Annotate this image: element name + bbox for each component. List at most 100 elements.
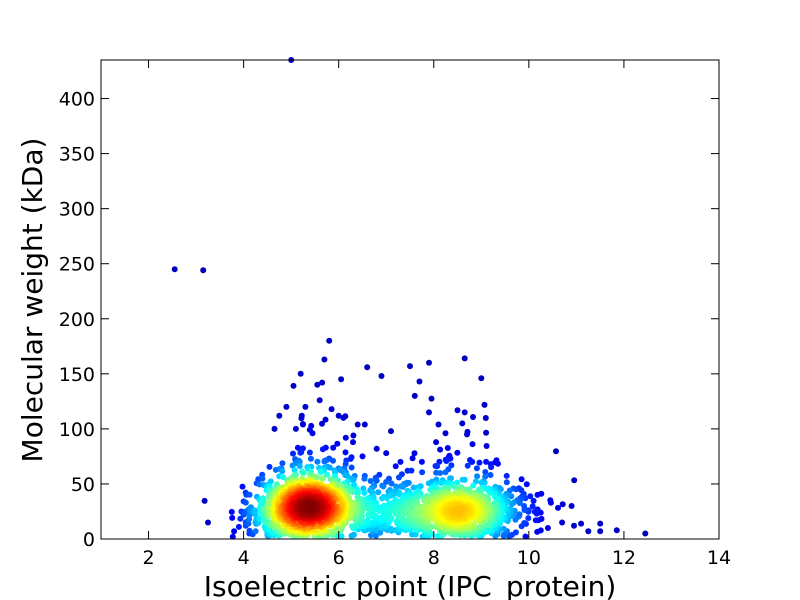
data-point — [317, 469, 324, 475]
data-point — [597, 528, 604, 535]
data-point — [530, 497, 537, 504]
data-point — [397, 458, 404, 465]
data-point — [544, 525, 551, 531]
y-tick-label: 400 — [59, 89, 95, 111]
data-point — [433, 439, 440, 446]
data-point — [319, 379, 326, 386]
data-point — [387, 525, 394, 532]
data-point — [291, 467, 298, 474]
data-point — [350, 439, 356, 446]
plot-frame — [100, 59, 720, 540]
data-point — [235, 523, 242, 530]
data-point — [559, 501, 566, 508]
data-point — [459, 476, 466, 483]
data-point — [518, 476, 525, 483]
data-point — [231, 528, 238, 535]
data-point — [483, 429, 490, 436]
data-point — [318, 475, 325, 482]
data-point — [527, 493, 534, 500]
data-point — [229, 533, 236, 540]
data-point — [470, 414, 476, 420]
data-point — [571, 477, 578, 484]
x-tick-label: 6 — [333, 547, 345, 569]
data-point — [372, 532, 379, 539]
data-point — [290, 382, 297, 389]
data-point — [464, 462, 471, 469]
data-point — [437, 446, 444, 453]
x-tick-label: 14 — [707, 547, 731, 569]
data-point — [529, 503, 536, 510]
data-point — [442, 469, 449, 476]
data-point — [350, 432, 357, 439]
data-point — [578, 520, 585, 527]
data-point — [367, 478, 374, 484]
data-point — [388, 480, 395, 487]
data-point — [239, 483, 246, 490]
data-point — [380, 483, 387, 490]
data-point — [260, 498, 267, 505]
data-point — [342, 449, 349, 456]
data-point — [482, 473, 489, 480]
data-point — [379, 495, 385, 502]
data-point — [571, 522, 577, 529]
data-point — [410, 484, 417, 491]
data-point — [470, 482, 477, 489]
data-point — [297, 449, 304, 456]
data-point — [400, 483, 406, 490]
data-point — [461, 355, 468, 362]
data-point — [426, 359, 432, 366]
data-point — [306, 449, 313, 456]
data-point — [483, 443, 490, 449]
data-point — [531, 508, 538, 515]
data-point — [534, 528, 541, 535]
data-point — [314, 381, 321, 388]
data-point — [361, 421, 368, 428]
data-point — [443, 458, 450, 464]
data-point — [435, 421, 442, 428]
data-point — [228, 508, 235, 515]
data-point — [326, 464, 333, 471]
data-point — [266, 463, 273, 470]
data-point — [229, 514, 236, 521]
data-point — [518, 523, 525, 530]
data-point — [342, 434, 349, 441]
data-point — [388, 428, 394, 435]
data-point — [306, 503, 313, 510]
y-tick-label: 0 — [83, 529, 95, 551]
data-point — [348, 464, 355, 471]
data-point — [330, 444, 337, 451]
data-point — [383, 478, 390, 485]
y-tick-label: 250 — [59, 254, 95, 276]
data-point — [330, 457, 336, 464]
x-axis-label: Isoelectric point (IPC_protein) — [204, 570, 617, 600]
data-point — [335, 412, 342, 419]
y-tick-label: 50 — [71, 474, 95, 496]
data-point — [338, 533, 345, 540]
data-point — [359, 453, 366, 460]
data-point — [322, 416, 329, 423]
x-axis: 2 4 6 8 10 12 14 — [142, 60, 731, 569]
data-point — [373, 477, 380, 484]
data-point — [464, 431, 470, 438]
data-point — [351, 481, 358, 488]
data-point — [274, 521, 281, 528]
data-point — [559, 519, 566, 526]
data-point — [487, 472, 494, 478]
data-point — [468, 458, 475, 465]
data-point — [444, 445, 451, 451]
data-point — [302, 403, 309, 410]
data-point — [279, 468, 286, 475]
data-point — [328, 406, 335, 413]
data-point — [482, 415, 489, 421]
data-point — [425, 480, 432, 487]
data-point — [416, 378, 423, 385]
data-point — [547, 499, 554, 506]
data-point — [313, 474, 320, 481]
data-point — [408, 467, 415, 474]
data-point — [246, 491, 253, 498]
data-point — [296, 463, 303, 469]
data-point — [283, 403, 290, 410]
data-point — [506, 532, 513, 539]
data-point — [436, 458, 443, 465]
